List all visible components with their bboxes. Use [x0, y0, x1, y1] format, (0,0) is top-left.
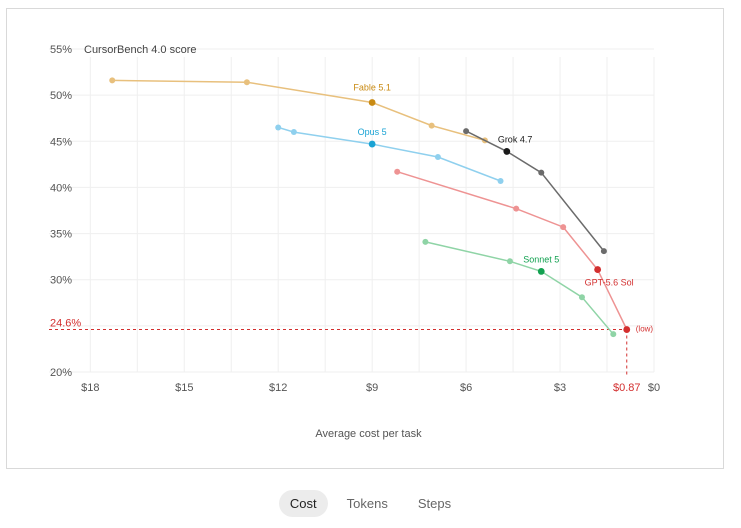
data-point	[275, 124, 282, 131]
data-point	[243, 79, 250, 86]
data-point	[538, 169, 545, 176]
data-point	[578, 294, 585, 301]
annotation-y-label: 24.6%	[50, 318, 81, 330]
series-line	[425, 241, 614, 335]
data-point	[434, 153, 441, 160]
series-label: Opus 5	[358, 127, 387, 137]
y-tick-label: 30%	[50, 275, 72, 287]
data-point	[623, 326, 631, 333]
data-point	[503, 148, 511, 155]
series-label: Sonnet 5	[523, 254, 559, 264]
data-point	[290, 129, 297, 136]
x-axis-title: Average cost per task	[315, 428, 422, 440]
data-point	[394, 168, 401, 175]
series-line	[465, 130, 605, 252]
y-tick-label: 55%	[50, 44, 72, 56]
y-tick-label: 45%	[50, 136, 72, 148]
x-tick-label: $9	[366, 382, 378, 394]
data-point	[428, 122, 435, 129]
x-tick-label: $12	[269, 382, 287, 394]
data-point	[560, 224, 567, 231]
chart-card: 50% 45% 40% 35% 30% 20% 55% CursorBench 4.0 sco…	[6, 8, 724, 469]
y-tick-label: 35%	[50, 229, 72, 241]
data-point	[537, 268, 545, 275]
x-tick-label: $15	[175, 382, 193, 394]
series-label: GPT-5.6 Sol	[585, 278, 634, 288]
data-point	[368, 140, 376, 148]
y-tick-label: 50%	[50, 90, 72, 102]
series-label: Grok 4.7	[498, 134, 533, 144]
y-axis-title: CursorBench 4.0 score	[84, 44, 197, 56]
data-point	[594, 266, 602, 273]
data-point	[497, 177, 504, 184]
annotation-x-label: $0.87	[613, 382, 641, 394]
data-point	[600, 248, 607, 255]
data-point	[368, 99, 376, 106]
y-tick-label: 20%	[50, 367, 72, 379]
series-line	[396, 170, 628, 330]
x-tick-label: $0	[648, 382, 660, 394]
data-point	[506, 258, 513, 265]
data-point	[109, 77, 116, 84]
tab-steps[interactable]: Steps	[417, 496, 452, 511]
annotation-point-label: (low)	[636, 325, 654, 334]
chart-svg: 50% 45% 40% 35% 30% 20% 55% CursorBench 4.0 sco…	[49, 44, 660, 440]
x-tick-label: $3	[554, 382, 566, 394]
x-tick-label: $6	[460, 382, 472, 394]
data-point	[610, 331, 617, 338]
tab-cost[interactable]: Cost	[278, 490, 328, 517]
y-tick-label: 40%	[50, 182, 72, 194]
tab-tokens[interactable]: Tokens	[346, 496, 388, 511]
series-line	[112, 79, 486, 142]
tab-bar: Cost Tokens Steps	[0, 490, 741, 517]
data-point	[513, 205, 520, 212]
data-point	[422, 238, 429, 245]
data-point	[463, 128, 470, 135]
x-tick-label: $18	[81, 382, 99, 394]
series-label: Fable 5.1	[353, 83, 391, 93]
